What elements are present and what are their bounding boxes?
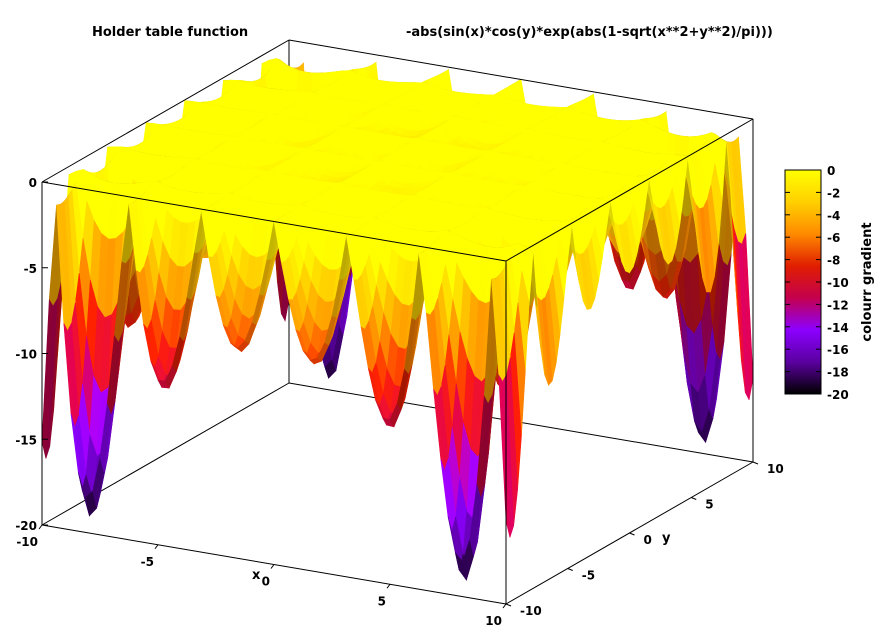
x-tick-label: 0 (262, 575, 270, 589)
x-tick-label: -10 (16, 535, 38, 549)
x-tick-label: 5 (378, 594, 386, 608)
colorbar-label: colourr gradient (860, 222, 875, 341)
colorbar-tick-label: -4 (827, 209, 840, 223)
x-axis-label: x (252, 568, 261, 583)
y-tick-mark (691, 498, 696, 500)
colorbar-tick-label: -10 (827, 276, 849, 290)
y-axis-label: y (662, 531, 671, 546)
colorbar-tick-label: -2 (827, 186, 840, 200)
x-tick-mark (503, 604, 506, 608)
colorbar-tick-label: -18 (827, 366, 849, 380)
colorbar: 0 -2 -4 -6 -8 -10 -12 -14 -16 -18 -20 (785, 164, 849, 402)
y-tick-label: 5 (705, 498, 713, 512)
y-tick-mark (568, 569, 573, 571)
x-tick-mark (155, 545, 158, 549)
y-tick-label: 0 (644, 533, 652, 547)
colorbar-tick-label: -16 (827, 343, 849, 357)
y-tick-label: -5 (582, 569, 595, 583)
colorbar-tick-label: -20 (827, 388, 849, 402)
colorbar-tick-label: -14 (827, 321, 849, 335)
z-tick-label: -15 (15, 433, 37, 447)
y-tick-label: -10 (520, 604, 542, 618)
colorbar-tick-label: 0 (827, 164, 835, 178)
z-tick-label: 0 (29, 176, 37, 190)
x-tick-label: 10 (485, 614, 502, 628)
z-tick-label: -20 (15, 519, 37, 533)
colorbar-tick-label: -12 (827, 298, 849, 312)
x-tick-label: -5 (141, 555, 154, 569)
surface-plot (42, 59, 753, 580)
x-tick-mark (39, 525, 42, 529)
x-tick-mark (387, 584, 390, 588)
y-tick-mark (506, 604, 511, 606)
y-tick-mark (630, 533, 635, 535)
x-tick-mark (271, 565, 274, 569)
colorbar-gradient (785, 170, 821, 394)
y-tick-label: 10 (767, 462, 784, 476)
chart-title: Holder table function (92, 25, 248, 40)
y-tick-mark (753, 462, 758, 464)
chart-formula: -abs(sin(x)*cos(y)*exp(abs(1-sqrt(x**2+y… (406, 25, 773, 40)
colorbar-tick-label: -6 (827, 231, 840, 245)
colorbar-tick-label: -8 (827, 254, 840, 268)
z-tick-label: -10 (15, 348, 37, 362)
z-tick-label: -5 (24, 262, 37, 276)
